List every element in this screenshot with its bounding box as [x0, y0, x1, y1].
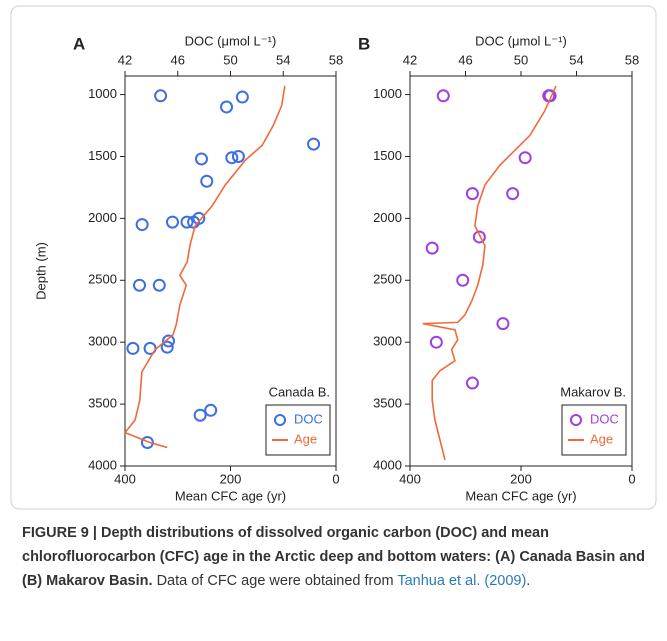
legend-label: DOC	[590, 411, 619, 426]
legend-label: DOC	[294, 411, 323, 426]
doc-point	[140, 435, 154, 449]
doc-point	[307, 137, 321, 151]
doc-point	[235, 90, 249, 104]
x-tick-label: 42	[118, 52, 132, 67]
doc-point	[194, 152, 208, 166]
caption-end: .	[526, 573, 531, 589]
doc-point	[231, 149, 245, 163]
caption-text: Data of CFC age were obtained from	[156, 573, 394, 589]
doc-point	[165, 215, 179, 229]
x-axis-title: DOC (μmol L⁻¹)	[185, 33, 277, 48]
doc-point	[506, 187, 520, 201]
y-tick-label: 2500	[373, 272, 402, 287]
y-tick-label: 4000	[88, 457, 117, 472]
doc-point	[436, 89, 450, 103]
doc-point	[193, 408, 207, 422]
doc-point	[180, 215, 194, 229]
x-axis-title: DOC (μmol L⁻¹)	[475, 33, 567, 48]
doc-point	[465, 376, 479, 390]
age-line	[123, 85, 286, 449]
panel-annotation: Makarov B.	[560, 384, 626, 399]
y-tick-label: 1500	[88, 148, 117, 163]
doc-point	[472, 230, 486, 244]
doc-point	[133, 278, 147, 292]
x-tick-label: 46	[171, 52, 185, 67]
y-tick-label: 3500	[373, 396, 402, 411]
citation-link[interactable]: Tanhua et al. (2009)	[397, 573, 527, 589]
x-tick-label: 42	[403, 52, 417, 67]
x2-tick-label: 0	[628, 471, 635, 486]
legend-box	[561, 404, 627, 456]
doc-point	[154, 89, 168, 103]
figure-frame	[10, 5, 657, 510]
panel-label: A	[73, 34, 85, 53]
doc-point	[160, 340, 174, 354]
x-tick-label: 50	[223, 52, 237, 67]
doc-point	[425, 241, 439, 255]
doc-point	[135, 218, 149, 232]
doc-point	[162, 334, 176, 348]
x2-axis-title: Mean CFC age (yr)	[175, 488, 286, 503]
doc-point	[152, 278, 166, 292]
caption-label: FIGURE 9 |	[22, 525, 97, 541]
x2-tick-label: 400	[114, 471, 136, 486]
x-tick-label: 54	[569, 52, 583, 67]
x2-tick-label: 400	[399, 471, 421, 486]
x2-tick-label: 200	[510, 471, 532, 486]
x-tick-label: 58	[625, 52, 639, 67]
panel-annotation: Canada B.	[269, 384, 330, 399]
legend-box	[265, 404, 331, 456]
y-tick-label: 1000	[373, 86, 402, 101]
panel-label: B	[358, 34, 370, 53]
y-tick-label: 1500	[373, 148, 402, 163]
age-line	[422, 85, 557, 461]
doc-point	[465, 187, 479, 201]
doc-point	[225, 151, 239, 165]
caption: FIGURE 9 | Depth distributions of dissol…	[22, 521, 647, 593]
y-tick-label: 3000	[373, 334, 402, 349]
y-tick-label: 2000	[88, 210, 117, 225]
doc-point	[496, 317, 510, 331]
x2-tick-label: 200	[220, 471, 242, 486]
y-tick-label: 4000	[373, 457, 402, 472]
caption-title: Depth distributions of dissolved organic…	[22, 525, 646, 589]
doc-point	[204, 403, 218, 417]
legend-label: Age	[590, 431, 613, 446]
legend-swatch	[570, 414, 582, 426]
doc-point	[200, 174, 214, 188]
doc-point	[126, 341, 140, 355]
x-tick-label: 50	[514, 52, 528, 67]
y-tick-label: 3000	[88, 334, 117, 349]
doc-point	[192, 211, 206, 225]
y-tick-label: 1000	[88, 86, 117, 101]
y-axis-title: Depth (m)	[33, 242, 48, 300]
doc-point	[543, 89, 557, 103]
x-tick-label: 54	[276, 52, 290, 67]
legend-swatch	[274, 414, 286, 426]
doc-point	[429, 335, 443, 349]
x2-axis-title: Mean CFC age (yr)	[465, 488, 576, 503]
x2-tick-label: 0	[332, 471, 339, 486]
x-tick-label: 58	[329, 52, 343, 67]
x-tick-label: 46	[458, 52, 472, 67]
legend-label: Age	[294, 431, 317, 446]
y-tick-label: 2500	[88, 272, 117, 287]
doc-point	[518, 151, 532, 165]
doc-point	[220, 100, 234, 114]
y-tick-label: 2000	[373, 210, 402, 225]
y-tick-label: 3500	[88, 396, 117, 411]
doc-point	[456, 273, 470, 287]
